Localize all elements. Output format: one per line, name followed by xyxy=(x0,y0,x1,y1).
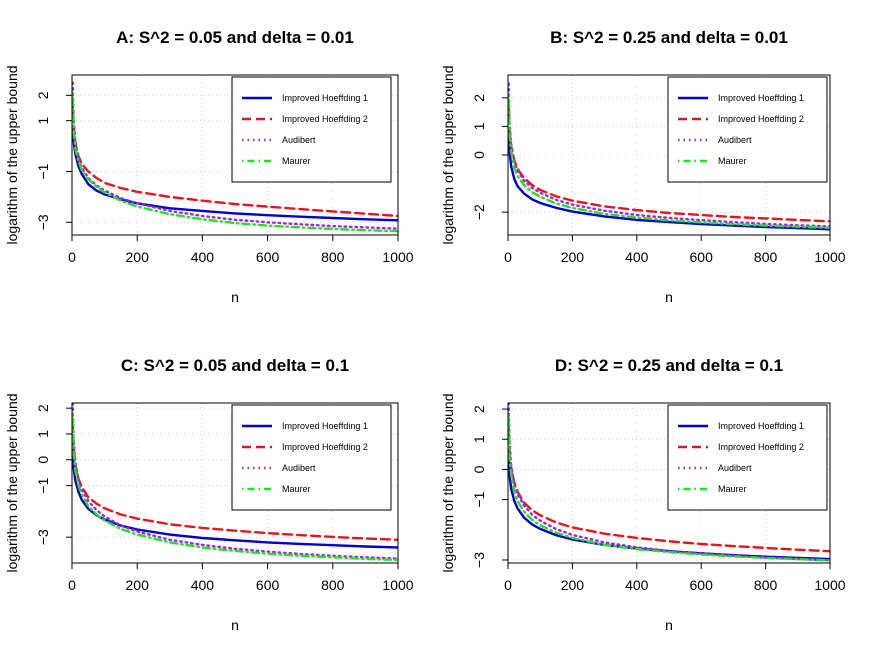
x-tick-label: 400 xyxy=(191,577,215,593)
series-line-maurer xyxy=(508,93,830,230)
legend-label: Improved Hoeffding 2 xyxy=(282,114,368,124)
chart-panel-1: B: S^2 = 0.25 and delta = 0.01 0 200 400 600… xyxy=(440,28,846,305)
x-tick-label: 600 xyxy=(690,249,714,265)
x-tick-label: 200 xyxy=(126,249,150,265)
y-tick-label: 1 xyxy=(471,122,487,130)
plot-frame xyxy=(71,74,399,236)
x-tick-label: 200 xyxy=(126,577,150,593)
x-tick-label: 1000 xyxy=(814,249,845,265)
y-tick-label: −1 xyxy=(35,163,51,179)
legend-box xyxy=(667,404,828,511)
legend-label: Improved Hoeffding 2 xyxy=(718,442,804,452)
chart-panel-2: C: S^2 = 0.05 and delta = 0.1 0 200 400 600 8… xyxy=(4,356,414,633)
legend-label: Audibert xyxy=(718,135,752,145)
x-axis-label: n xyxy=(231,289,239,305)
x-tick-label: 1000 xyxy=(382,249,413,265)
y-tick-label: 1 xyxy=(35,117,51,125)
legend-label: Improved Hoeffding 2 xyxy=(282,442,368,452)
x-tick-label: 400 xyxy=(625,577,649,593)
chart-title: C: S^2 = 0.05 and delta = 0.1 xyxy=(121,356,349,375)
series-line-maurer xyxy=(72,91,398,233)
y-tick-label: −2 xyxy=(471,204,487,220)
legend: Improved Hoeffding 1 Improved Hoeffding 2… xyxy=(667,76,828,183)
x-tick-label: 800 xyxy=(754,577,778,593)
x-tick-label: 800 xyxy=(321,577,345,593)
legend-label: Maurer xyxy=(718,156,747,166)
y-tick-label: 2 xyxy=(35,91,51,99)
legend-box xyxy=(231,76,392,183)
y-tick-label: 0 xyxy=(471,465,487,473)
legend-label: Improved Hoeffding 1 xyxy=(282,421,368,431)
legend: Improved Hoeffding 1 Improved Hoeffding 2… xyxy=(231,76,392,183)
y-axis-label: logarithm of the upper bound xyxy=(440,65,456,244)
x-tick-label: 200 xyxy=(561,249,585,265)
x-tick-label: 600 xyxy=(256,249,280,265)
plot-frame xyxy=(507,402,831,564)
x-axis-label: n xyxy=(665,617,673,633)
series-line-improved-hoeffding-2 xyxy=(508,99,830,223)
x-tick-label: 0 xyxy=(68,249,76,265)
legend-label: Improved Hoeffding 1 xyxy=(282,93,368,103)
series-line-audibert xyxy=(72,81,398,230)
legend-label: Improved Hoeffding 2 xyxy=(718,114,804,124)
legend-box xyxy=(231,404,392,511)
y-tick-label: 2 xyxy=(471,405,487,413)
series-line-maurer xyxy=(508,413,830,562)
y-tick-label: −1 xyxy=(35,477,51,493)
legend-label: Audibert xyxy=(282,135,316,145)
y-tick-label: −3 xyxy=(35,214,51,230)
x-axis-label: n xyxy=(665,289,673,305)
chart-title: B: S^2 = 0.25 and delta = 0.01 xyxy=(550,28,788,47)
legend: Improved Hoeffding 1 Improved Hoeffding 2… xyxy=(231,404,392,511)
chart-title: D: S^2 = 0.25 and delta = 0.1 xyxy=(555,356,783,375)
x-tick-label: 800 xyxy=(321,249,345,265)
series-line-improved-hoeffding-1 xyxy=(72,124,398,222)
legend-label: Maurer xyxy=(282,484,311,494)
series-line-maurer xyxy=(72,412,398,562)
chart-title: A: S^2 = 0.05 and delta = 0.01 xyxy=(116,28,354,47)
y-tick-label: −1 xyxy=(471,491,487,507)
y-tick-label: 2 xyxy=(35,404,51,412)
y-tick-label: 1 xyxy=(35,430,51,438)
x-tick-label: 1000 xyxy=(814,577,845,593)
x-tick-label: 0 xyxy=(504,249,512,265)
y-tick-label: −3 xyxy=(471,552,487,568)
legend-label: Maurer xyxy=(282,156,311,166)
legend-box xyxy=(667,76,828,183)
x-tick-label: 0 xyxy=(504,577,512,593)
y-axis-label: logarithm of the upper bound xyxy=(440,393,456,572)
series-line-audibert xyxy=(72,403,398,560)
y-tick-label: 0 xyxy=(35,456,51,464)
x-tick-label: 600 xyxy=(690,577,714,593)
series-line-improved-hoeffding-1 xyxy=(508,130,830,231)
y-axis-label: logarithm of the upper bound xyxy=(4,393,20,572)
y-tick-label: 2 xyxy=(471,94,487,102)
legend-label: Maurer xyxy=(718,484,747,494)
x-tick-label: 400 xyxy=(625,249,649,265)
x-tick-label: 800 xyxy=(754,249,778,265)
y-tick-label: −3 xyxy=(35,529,51,545)
y-tick-label: 0 xyxy=(471,151,487,159)
y-tick-label: 1 xyxy=(471,435,487,443)
chart-panel-0: A: S^2 = 0.05 and delta = 0.01 0 200 400 600… xyxy=(4,28,414,305)
x-tick-label: 1000 xyxy=(382,577,413,593)
legend-label: Audibert xyxy=(282,463,316,473)
series-line-audibert xyxy=(508,82,830,228)
y-axis-label: logarithm of the upper bound xyxy=(4,65,20,244)
plot-frame xyxy=(71,402,399,564)
chart-panel-3: D: S^2 = 0.25 and delta = 0.1 0 200 400 600 8… xyxy=(440,356,846,633)
x-axis-label: n xyxy=(231,617,239,633)
x-tick-label: 0 xyxy=(68,577,76,593)
x-tick-label: 400 xyxy=(191,249,215,265)
legend-label: Improved Hoeffding 1 xyxy=(718,93,804,103)
x-tick-label: 200 xyxy=(561,577,585,593)
legend-label: Improved Hoeffding 1 xyxy=(718,421,804,431)
legend: Improved Hoeffding 1 Improved Hoeffding 2… xyxy=(667,404,828,511)
x-tick-label: 600 xyxy=(256,577,280,593)
legend-label: Audibert xyxy=(718,463,752,473)
